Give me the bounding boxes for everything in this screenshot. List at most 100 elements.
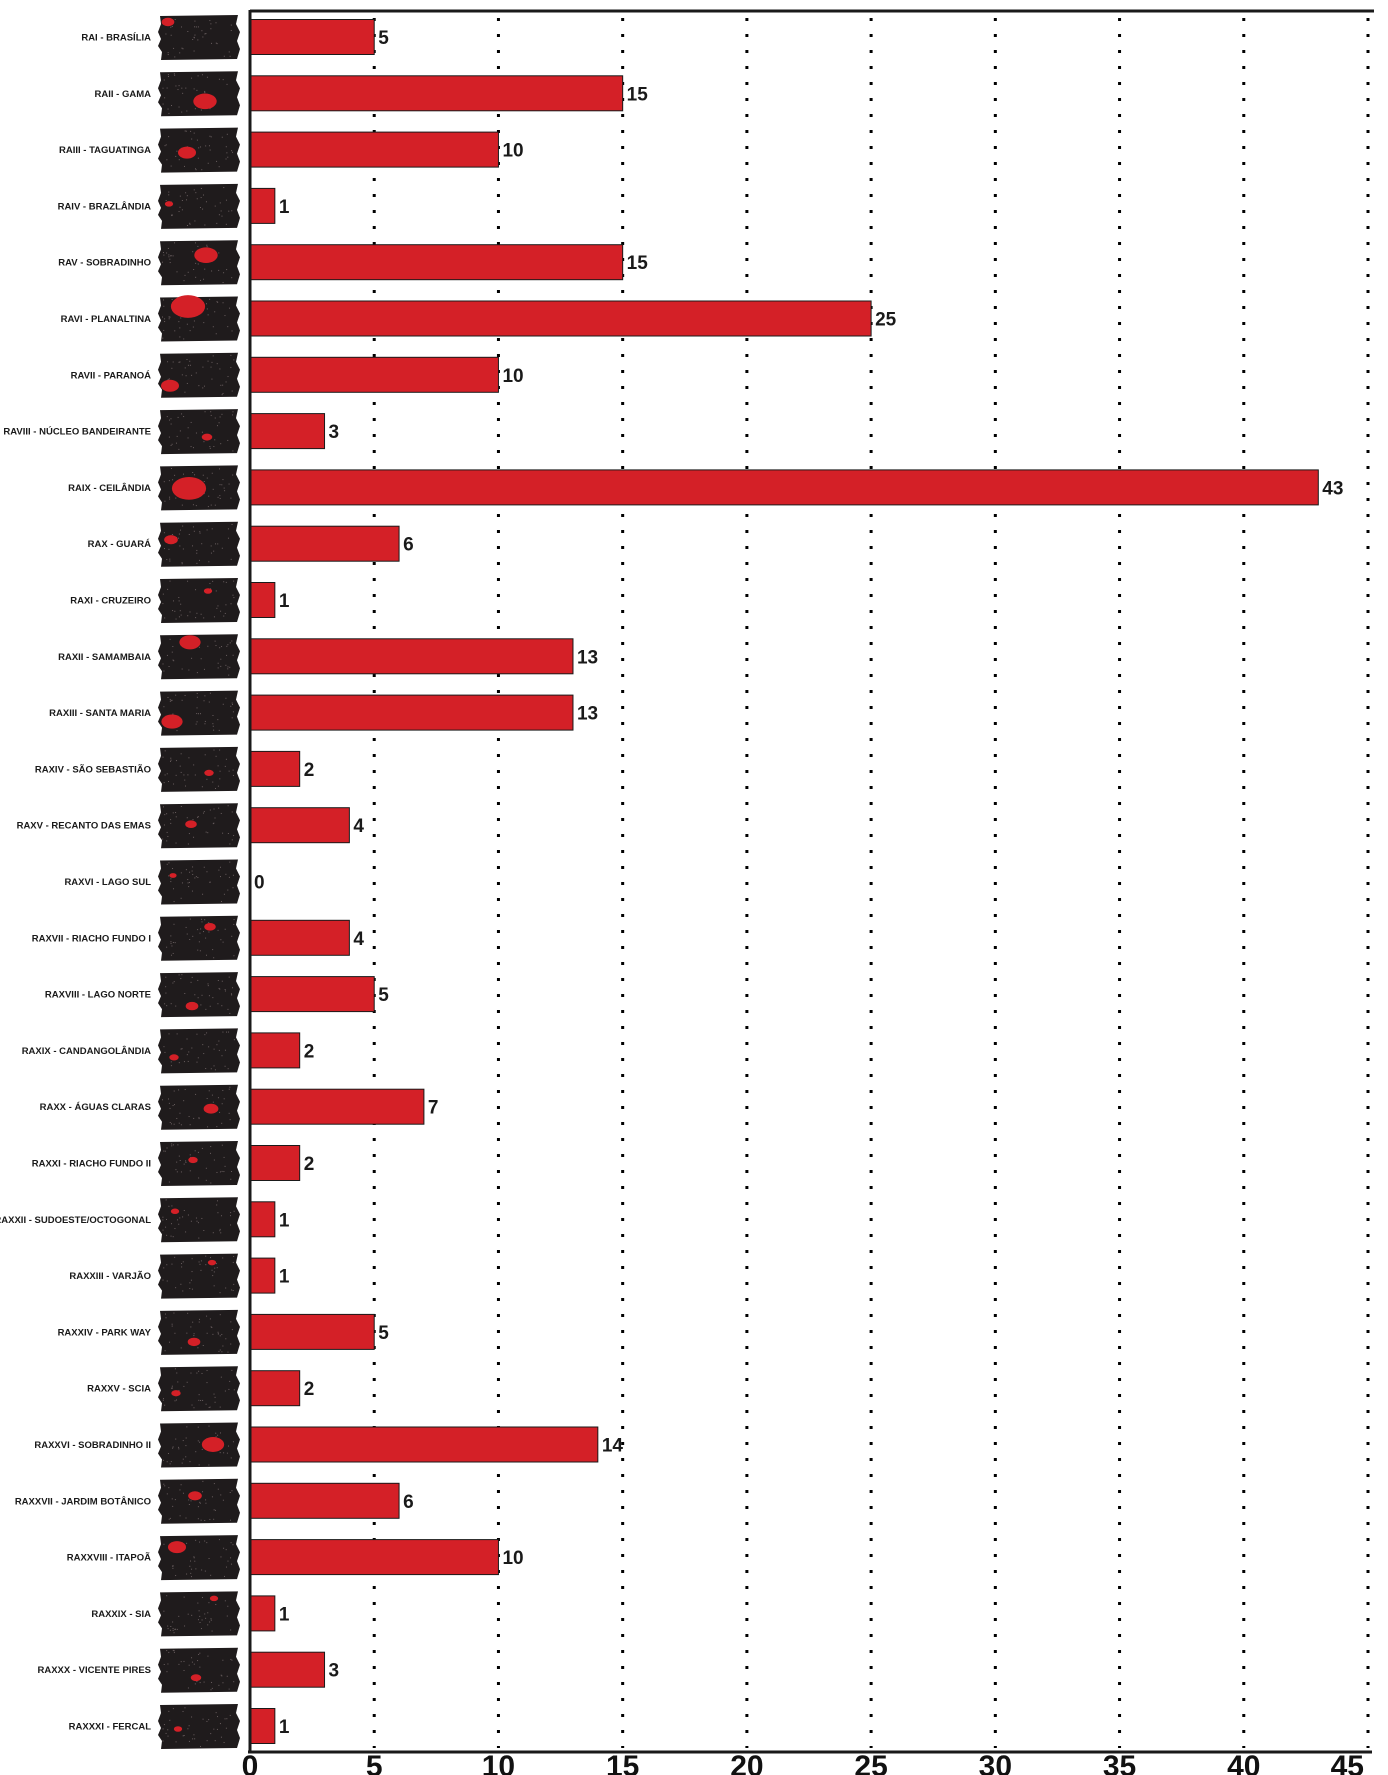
bar-row: RAXXII - SUDOESTE/OCTOGONAL 1 (0, 1197, 290, 1242)
map-texture-dot (181, 753, 182, 754)
map-region-highlight (169, 1054, 178, 1060)
map-texture-dot (199, 933, 200, 934)
map-texture-dot (217, 605, 218, 606)
map-texture-dot (189, 833, 190, 834)
map-texture-dot (172, 1565, 173, 1566)
map-texture-dot (189, 1288, 190, 1289)
bar (250, 977, 374, 1012)
data-label: 10 (502, 1548, 523, 1569)
map-texture-dot (232, 330, 233, 331)
map-texture-dot (200, 1503, 201, 1504)
map-texture-dot (166, 1650, 167, 1651)
map-texture-dot (224, 56, 225, 57)
map-texture-dot (197, 693, 198, 694)
map-texture-dot (170, 27, 171, 28)
category-label: RAXI - CRUZEIRO (70, 596, 151, 607)
map-texture-dot (217, 1435, 218, 1436)
map-texture-dot (206, 1542, 207, 1543)
bar-row: RAXXIX - SIA 1 (91, 1591, 290, 1636)
map-texture-dot (209, 1519, 210, 1520)
map-texture-dot (200, 928, 201, 929)
bar (250, 808, 349, 843)
map-texture-dot (217, 1729, 218, 1730)
map-texture-dot (179, 159, 180, 160)
map-texture-dot (231, 993, 232, 994)
map-texture-dot (208, 1426, 209, 1427)
map-texture-dot (228, 1389, 229, 1390)
map-texture-dot (228, 675, 229, 676)
map-texture-dot (222, 981, 223, 982)
map-texture-dot (182, 563, 183, 564)
map-texture-dot (181, 898, 182, 899)
map-texture-dot (233, 581, 234, 582)
map-texture-dot (200, 207, 201, 208)
map-texture-dot (172, 1568, 173, 1569)
map-texture-dot (211, 367, 212, 368)
map-texture-dot (220, 1171, 221, 1172)
map-texture-dot (172, 1506, 173, 1507)
map-texture-dot (167, 832, 168, 833)
map-texture-dot (200, 1270, 201, 1271)
map-texture-dot (176, 760, 177, 761)
map-texture-dot (225, 604, 226, 605)
map-texture-dot (201, 1218, 202, 1219)
map-texture-dot (219, 647, 220, 648)
bar (250, 1258, 275, 1293)
map-texture-dot (197, 1221, 198, 1222)
map-texture-dot (173, 1630, 174, 1631)
map-region-highlight (191, 1674, 201, 1681)
map-texture-dot (209, 299, 210, 300)
map-texture-dot (175, 19, 176, 20)
map-texture-dot (194, 877, 195, 878)
map-texture-dot (166, 1219, 167, 1220)
map-texture-dot (180, 430, 181, 431)
map-texture-dot (209, 995, 210, 996)
map-texture-dot (169, 420, 170, 421)
map-texture-dot (223, 272, 224, 273)
map-texture-dot (168, 256, 169, 257)
map-texture-dot (185, 695, 186, 696)
map-texture-dot (207, 308, 208, 309)
map-texture-dot (170, 262, 171, 263)
map-texture-dot (175, 1499, 176, 1500)
map-outline (158, 1366, 240, 1411)
map-texture-dot (195, 192, 196, 193)
map-texture-dot (166, 840, 167, 841)
map-texture-dot (215, 817, 216, 818)
map-texture-dot (195, 1683, 196, 1684)
map-texture-dot (231, 1564, 232, 1565)
map-texture-dot (193, 837, 194, 838)
map-texture-dot (222, 833, 223, 834)
map-texture-dot (219, 730, 220, 731)
map-texture-dot (168, 379, 169, 380)
map-region-highlight (204, 923, 216, 931)
map-texture-dot (204, 919, 205, 920)
map-texture-dot (181, 1266, 182, 1267)
map-texture-dot (181, 806, 182, 807)
map-texture-dot (176, 1741, 177, 1742)
map-texture-dot (165, 1314, 166, 1315)
map-texture-dot (190, 611, 191, 612)
bar (250, 1089, 424, 1124)
map-texture-dot (210, 1733, 211, 1734)
map-texture-dot (233, 655, 234, 656)
bar-row: RAII - GAMA 15 (95, 71, 649, 116)
map-texture-dot (168, 1487, 169, 1488)
bar-row: RAVII - PARANOÁ 10 (71, 353, 524, 398)
map-texture-dot (163, 806, 164, 807)
map-texture-dot (189, 1665, 190, 1666)
map-texture-dot (165, 993, 166, 994)
map-texture-dot (200, 1682, 201, 1683)
map-texture-dot (176, 843, 177, 844)
map-outline (158, 1197, 240, 1242)
map-texture-dot (165, 1350, 166, 1351)
map-texture-dot (180, 604, 181, 605)
map-texture-dot (209, 1090, 210, 1091)
map-texture-dot (191, 139, 192, 140)
region-map-icon (158, 578, 240, 623)
map-texture-dot (162, 1099, 163, 1100)
map-texture-dot (205, 1009, 206, 1010)
map-texture-dot (176, 1373, 177, 1374)
bar (250, 1033, 300, 1068)
map-texture-dot (163, 594, 164, 595)
